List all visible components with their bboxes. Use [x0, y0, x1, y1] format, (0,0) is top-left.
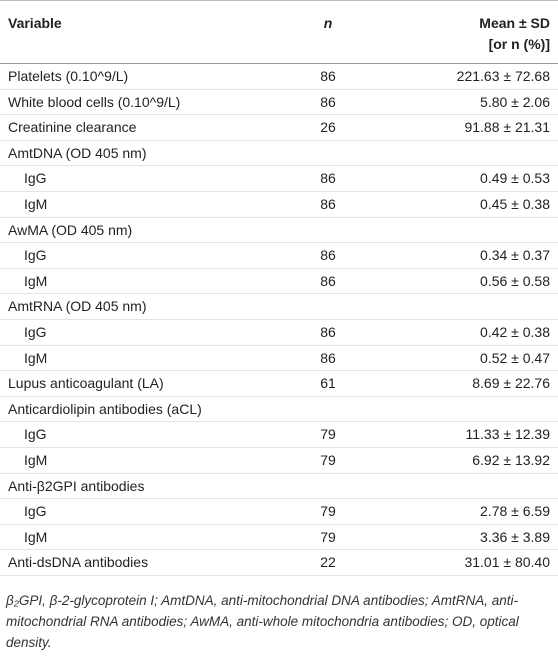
n-cell: 86 [320, 272, 336, 289]
table-row: White blood cells (0.10^9/L) 86 5.80 ± 2.0… [0, 90, 558, 116]
n-cell: 86 [320, 324, 336, 340]
table-row: AwMA (OD 405 nm) [0, 218, 558, 244]
table-row: IgG 79 11.33 ± 12.39 [0, 422, 558, 448]
variable-cell: AmtDNA (OD 405 nm) [8, 144, 147, 161]
value-cell: 221.63 ± 72.68 [456, 68, 550, 84]
n-cell: 22 [320, 554, 336, 571]
variable-cell: IgG [24, 426, 47, 443]
variable-cell: IgG [24, 170, 47, 187]
n-cell: 26 [320, 119, 336, 136]
table-row: IgM 86 0.52 ± 0.47 [0, 346, 558, 372]
table-row: IgG 79 2.78 ± 6.59 [0, 499, 558, 525]
n-cell: 79 [320, 528, 336, 545]
header-variable: Variable [8, 15, 62, 31]
n-cell: 79 [320, 452, 336, 468]
variable-cell: AwMA (OD 405 nm) [8, 221, 133, 238]
footnote: β₂GPI, β-2-glycoprotein I; AmtDNA, anti-… [6, 593, 519, 650]
variable-cell: Anticardiolipin antibodies (aCL) [8, 400, 202, 417]
header-value: Mean ± SD [479, 15, 550, 31]
table-row: IgG 86 0.42 ± 0.38 [0, 320, 558, 346]
table-row: IgM 79 3.36 ± 3.89 [0, 525, 558, 551]
table-row: Platelets (0.10^9/L) 86 221.63 ± 72.68 [0, 64, 558, 90]
variable-cell: IgG [24, 503, 47, 520]
table-row: Anti-dsDNA antibodies 22 31.01 ± 80.40 [0, 550, 558, 576]
value-cell: 0.49 ± 0.53 [480, 170, 550, 187]
variable-cell: IgM [24, 528, 48, 545]
variable-cell: IgG [24, 247, 47, 264]
variable-cell: IgM [24, 452, 48, 468]
variable-cell: IgM [24, 272, 48, 289]
table-row: Lupus anticoagulant (LA) 61 8.69 ± 22.76 [0, 371, 558, 397]
variable-cell: White blood cells (0.10^9/L) [8, 93, 181, 110]
value-cell: 5.80 ± 2.06 [480, 93, 550, 110]
value-cell: 31.01 ± 80.40 [464, 554, 550, 571]
n-cell: 86 [320, 170, 336, 187]
table-row: IgG 86 0.34 ± 0.37 [0, 243, 558, 269]
table-row: IgM 86 0.56 ± 0.58 [0, 269, 558, 295]
variable-cell: Platelets (0.10^9/L) [8, 68, 129, 84]
variable-cell: Lupus anticoagulant (LA) [8, 375, 164, 392]
variable-cell: Anti-dsDNA antibodies [8, 554, 149, 571]
variable-cell: Creatinine clearance [8, 119, 137, 136]
header-value: [or n (%)] [488, 36, 550, 52]
value-cell: 0.34 ± 0.37 [480, 247, 550, 264]
variable-cell: AmtRNA (OD 405 nm) [8, 298, 147, 315]
table-row: IgG 86 0.49 ± 0.53 [0, 166, 558, 192]
value-cell: 0.52 ± 0.47 [480, 349, 550, 366]
variable-cell: Anti-β2GPI antibodies [8, 477, 145, 494]
value-cell: 0.42 ± 0.38 [480, 324, 550, 340]
table-row: IgM 86 0.45 ± 0.38 [0, 192, 558, 218]
n-cell: 86 [320, 68, 336, 84]
table-row: Anticardiolipin antibodies (aCL) [0, 397, 558, 423]
value-cell: 8.69 ± 22.76 [472, 375, 550, 392]
value-cell: 91.88 ± 21.31 [464, 119, 550, 136]
value-cell: 0.45 ± 0.38 [480, 196, 550, 212]
n-cell: 79 [320, 426, 336, 443]
table-row: Creatinine clearance 26 91.88 ± 21.31 [0, 115, 558, 141]
n-cell: 61 [320, 375, 336, 392]
table-header: Variable n Mean ± SD [or n (%)] [0, 0, 558, 64]
n-cell: 79 [320, 503, 336, 520]
header-n: n [323, 15, 333, 31]
n-cell: 86 [320, 196, 336, 212]
n-cell: 86 [320, 349, 336, 366]
table-row: AmtRNA (OD 405 nm) [0, 294, 558, 320]
n-cell: 86 [320, 247, 336, 264]
value-cell: 11.33 ± 12.39 [465, 426, 551, 443]
n-cell: 86 [320, 93, 336, 110]
value-cell: 2.78 ± 6.59 [480, 503, 550, 520]
table-row: IgM 79 6.92 ± 13.92 [0, 448, 558, 474]
variable-cell: IgM [24, 349, 48, 366]
table-row: AmtDNA (OD 405 nm) [0, 141, 558, 167]
value-cell: 3.36 ± 3.89 [480, 528, 550, 545]
table-row: Anti-β2GPI antibodies [0, 474, 558, 500]
variable-cell: IgM [24, 196, 48, 212]
value-cell: 6.92 ± 13.92 [472, 452, 550, 468]
variable-cell: IgG [24, 324, 47, 340]
value-cell: 0.56 ± 0.58 [480, 272, 550, 289]
